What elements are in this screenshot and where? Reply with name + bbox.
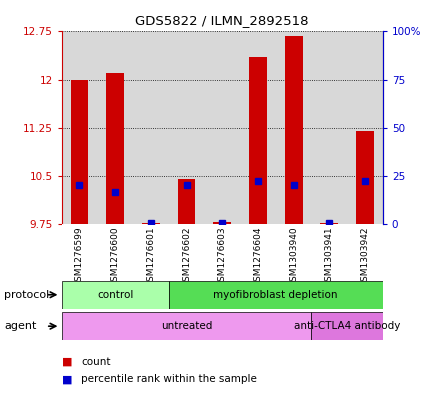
Text: myofibroblast depletion: myofibroblast depletion (213, 290, 338, 300)
Bar (249, 57, 267, 224)
Text: ■: ■ (62, 374, 72, 384)
Text: GSM1303942: GSM1303942 (360, 227, 370, 287)
Text: GSM1276600: GSM1276600 (110, 227, 120, 287)
Bar (142, 223, 160, 224)
Text: agent: agent (4, 321, 37, 331)
Bar (62, 281, 169, 309)
Text: GSM1303940: GSM1303940 (289, 227, 298, 287)
Text: GSM1276602: GSM1276602 (182, 227, 191, 287)
Bar (320, 223, 338, 224)
Text: count: count (81, 356, 111, 367)
Text: control: control (97, 290, 133, 300)
Text: GSM1276601: GSM1276601 (147, 227, 155, 287)
Text: protocol: protocol (4, 290, 50, 300)
Text: ■: ■ (62, 356, 72, 367)
Text: GSM1276604: GSM1276604 (253, 227, 262, 287)
Bar (312, 312, 383, 340)
Bar (285, 36, 303, 224)
Text: anti-CTLA4 antibody: anti-CTLA4 antibody (294, 321, 400, 331)
Title: GDS5822 / ILMN_2892518: GDS5822 / ILMN_2892518 (136, 15, 309, 28)
Text: GSM1276603: GSM1276603 (218, 227, 227, 287)
Bar (70, 80, 88, 224)
Bar (356, 131, 374, 224)
Text: percentile rank within the sample: percentile rank within the sample (81, 374, 257, 384)
Text: GSM1303941: GSM1303941 (325, 227, 334, 287)
Bar (213, 222, 231, 224)
Bar (169, 281, 383, 309)
Bar (178, 179, 195, 224)
Text: GSM1276599: GSM1276599 (75, 227, 84, 287)
Bar (106, 73, 124, 224)
Text: untreated: untreated (161, 321, 212, 331)
Bar (62, 312, 312, 340)
